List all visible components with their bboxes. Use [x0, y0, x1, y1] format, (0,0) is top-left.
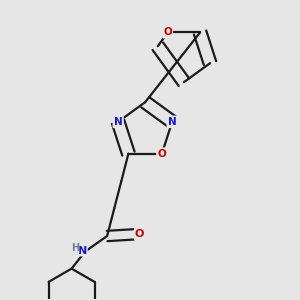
Text: N: N	[78, 246, 87, 256]
Text: N: N	[114, 117, 122, 127]
Text: O: O	[135, 230, 144, 239]
Text: O: O	[158, 148, 166, 159]
Text: N: N	[168, 117, 177, 127]
Text: H: H	[71, 243, 79, 253]
Text: O: O	[164, 28, 172, 38]
